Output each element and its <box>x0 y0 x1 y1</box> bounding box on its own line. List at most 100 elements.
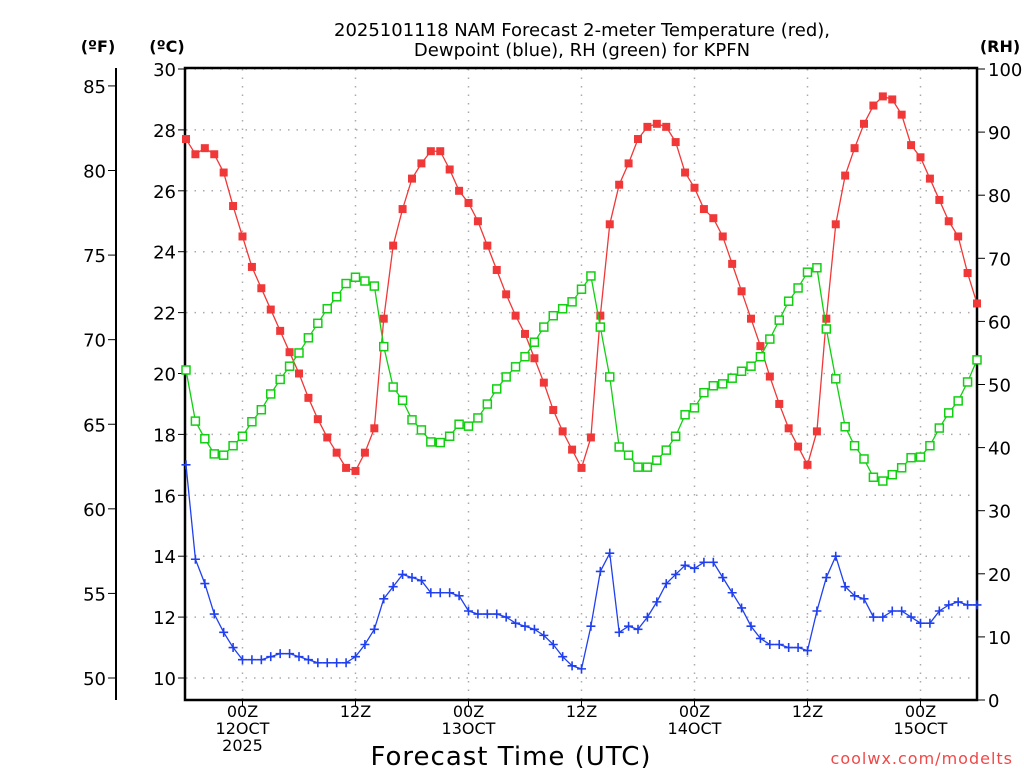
temperature-point <box>285 348 294 357</box>
temperature-point <box>502 290 511 299</box>
fahrenheit-tick-label: 55 <box>83 584 106 605</box>
temperature-point <box>747 314 755 323</box>
time-tick-date: 13OCT <box>442 719 496 738</box>
dewpoint-point <box>953 597 963 607</box>
rh-point <box>200 434 210 444</box>
rh-point <box>303 333 314 343</box>
temperature-point <box>219 168 228 177</box>
rh-point <box>680 410 690 420</box>
rh-point <box>313 318 323 329</box>
temperature-point <box>295 369 303 378</box>
dewpoint-point <box>548 640 558 650</box>
series-dewpoint <box>181 460 982 674</box>
celsius-tick-label: 12 <box>153 608 176 629</box>
rh-point <box>670 431 681 441</box>
time-tick-date: 14OCT <box>668 719 722 738</box>
rh-point <box>275 374 285 385</box>
temperature-point <box>624 159 633 168</box>
rh-point <box>736 366 747 376</box>
rh-point <box>454 419 464 430</box>
rh-point <box>718 379 728 389</box>
temperature-point <box>332 448 341 457</box>
temperature-point <box>888 95 897 104</box>
rh-tick-label: 90 <box>988 123 1011 144</box>
fahrenheit-tick-label: 85 <box>83 77 106 98</box>
rh-point <box>557 304 568 314</box>
rh-point <box>849 440 860 451</box>
dewpoint-point <box>473 609 483 619</box>
dewpoint-point <box>963 600 973 610</box>
temperature-point <box>426 147 435 156</box>
rh-point <box>699 387 709 398</box>
rh-point <box>256 404 267 415</box>
rh-tick-label: 80 <box>988 186 1011 207</box>
dewpoint-point <box>322 658 332 668</box>
rh-point <box>369 281 380 291</box>
rh-point <box>510 362 521 372</box>
dewpoint-point <box>501 612 511 622</box>
series-temperature <box>182 92 981 475</box>
temperature-point <box>313 415 322 424</box>
rh-point <box>444 431 455 441</box>
rh-point <box>218 450 229 460</box>
dewpoint-point <box>840 582 850 592</box>
temperature-point <box>634 135 642 144</box>
fahrenheit-tick-label: 50 <box>83 669 106 690</box>
rh-point <box>350 272 361 282</box>
dewpoint-point <box>642 612 652 622</box>
temperature-point <box>718 232 727 241</box>
rh-point <box>237 431 248 441</box>
celsius-tick-label: 26 <box>153 182 176 203</box>
rh-point <box>868 472 879 483</box>
temperature-point <box>445 165 454 174</box>
temperature-point <box>690 183 699 192</box>
dewpoint-point <box>464 606 473 616</box>
dewpoint-point <box>595 566 605 576</box>
rh-point <box>783 296 794 306</box>
rh-point <box>548 310 558 321</box>
dewpoint-point <box>369 624 379 634</box>
x-axis-label: Forecast Time (UTC) <box>370 742 651 768</box>
temperature-point <box>812 427 821 436</box>
temperature-point <box>878 92 887 101</box>
temperature-point <box>511 311 520 320</box>
temperature-point <box>530 354 539 363</box>
temperature-point <box>473 217 482 226</box>
dewpoint-point <box>332 658 342 668</box>
dewpoint-point <box>228 643 238 653</box>
temperature-point <box>756 342 765 351</box>
rh-point <box>209 449 219 459</box>
time-tick-date: 15OCT <box>894 719 948 738</box>
temperature-point <box>577 463 586 472</box>
rh-point <box>379 341 389 352</box>
rh-point <box>774 315 784 325</box>
dewpoint-point <box>887 606 897 616</box>
dewpoint-point <box>925 618 935 628</box>
temperature-point <box>436 147 445 156</box>
credit-link[interactable]: coolwx.com/modelts <box>831 749 1013 768</box>
dewpoint-point <box>445 588 455 598</box>
dewpoint-point <box>567 661 577 671</box>
dewpoint-point <box>266 652 276 662</box>
fahrenheit-tick-label: 80 <box>83 162 106 183</box>
rh-point <box>501 372 511 382</box>
rh-point <box>746 361 756 371</box>
rh-point <box>623 450 634 460</box>
dewpoint-point <box>426 588 436 598</box>
dewpoint-point <box>699 557 709 567</box>
dewpoint-point <box>454 591 464 601</box>
rh-unit-label: (RH) <box>980 37 1020 56</box>
fahrenheit-unit-label: (ºF) <box>81 37 116 56</box>
dewpoint-point <box>737 603 747 613</box>
dewpoint-point <box>614 627 624 637</box>
dewpoint-point <box>652 597 662 607</box>
grid-lines <box>186 68 977 700</box>
rh-point <box>416 425 427 435</box>
rh-point <box>284 361 295 371</box>
temperature-point <box>954 232 963 241</box>
temperature-point <box>850 144 859 153</box>
rh-point <box>887 469 897 480</box>
celsius-tick-label: 24 <box>153 243 176 264</box>
fahrenheit-tick-label: 75 <box>83 246 106 267</box>
